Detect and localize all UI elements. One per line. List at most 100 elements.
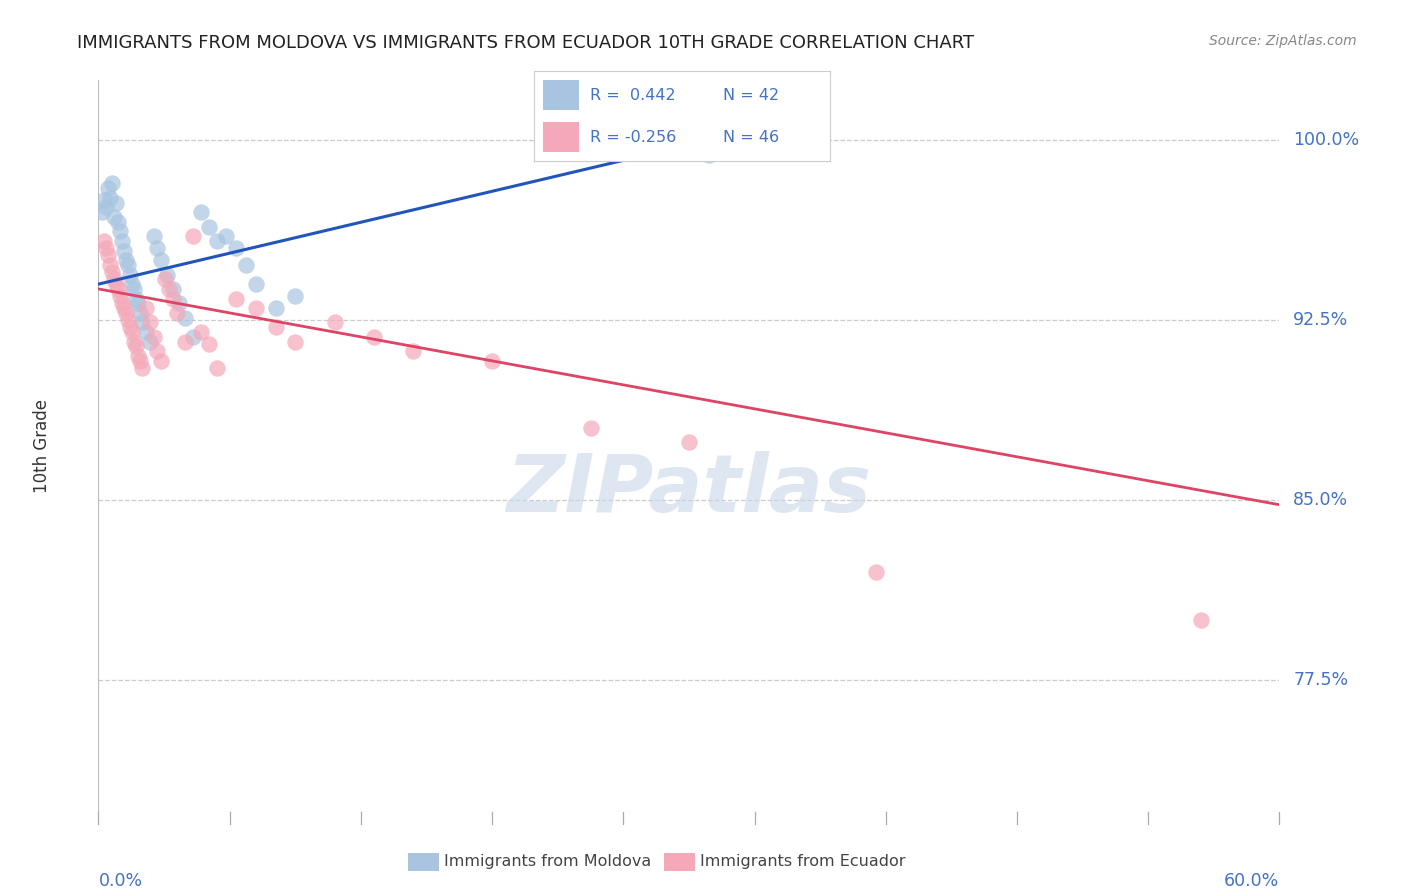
- Point: [181, 330, 204, 344]
- Point: [579, 421, 602, 435]
- Point: [117, 258, 139, 272]
- Text: 60.0%: 60.0%: [1225, 871, 1279, 889]
- Text: R = -0.256: R = -0.256: [591, 130, 676, 145]
- Point: [284, 289, 307, 303]
- Point: [190, 205, 212, 219]
- Point: [121, 325, 143, 339]
- Point: [197, 337, 219, 351]
- Point: [112, 301, 135, 315]
- Point: [215, 229, 238, 244]
- Point: [97, 248, 120, 262]
- Point: [865, 565, 887, 579]
- Point: [127, 296, 149, 310]
- Point: [131, 361, 153, 376]
- Point: [127, 349, 149, 363]
- Point: [105, 277, 128, 292]
- Point: [107, 282, 129, 296]
- Point: [128, 354, 150, 368]
- Text: IMMIGRANTS FROM MOLDOVA VS IMMIGRANTS FROM ECUADOR 10TH GRADE CORRELATION CHART: IMMIGRANTS FROM MOLDOVA VS IMMIGRANTS FR…: [77, 34, 974, 52]
- Point: [91, 205, 114, 219]
- Point: [150, 354, 173, 368]
- Point: [235, 258, 257, 272]
- Text: 77.5%: 77.5%: [1294, 671, 1348, 689]
- Point: [105, 195, 128, 210]
- Point: [638, 138, 661, 153]
- Point: [117, 313, 139, 327]
- Point: [122, 282, 145, 296]
- Point: [115, 306, 138, 320]
- Point: [155, 272, 177, 286]
- Point: [135, 325, 157, 339]
- FancyBboxPatch shape: [543, 80, 579, 110]
- Point: [225, 241, 247, 255]
- Point: [157, 282, 180, 296]
- Point: [245, 277, 267, 292]
- Point: [264, 301, 287, 315]
- Point: [156, 268, 179, 282]
- Point: [205, 361, 228, 376]
- Point: [181, 229, 204, 244]
- Point: [128, 306, 150, 320]
- Text: Immigrants from Moldova: Immigrants from Moldova: [444, 855, 651, 869]
- Point: [162, 282, 184, 296]
- Point: [402, 344, 425, 359]
- Point: [111, 234, 134, 248]
- Point: [103, 272, 125, 286]
- Point: [190, 325, 212, 339]
- Point: [166, 306, 188, 320]
- Point: [138, 316, 160, 330]
- Point: [138, 334, 160, 349]
- Point: [111, 296, 134, 310]
- Point: [167, 296, 190, 310]
- Point: [93, 193, 115, 207]
- Text: ZIPatlas: ZIPatlas: [506, 450, 872, 529]
- Point: [174, 310, 197, 325]
- Point: [1189, 613, 1212, 627]
- Text: N = 46: N = 46: [723, 130, 779, 145]
- Point: [96, 200, 118, 214]
- Point: [115, 253, 138, 268]
- Point: [97, 181, 120, 195]
- Point: [108, 289, 131, 303]
- Point: [93, 234, 115, 248]
- Text: N = 42: N = 42: [723, 88, 779, 103]
- Point: [108, 224, 131, 238]
- Point: [174, 334, 197, 349]
- Point: [101, 177, 124, 191]
- Point: [697, 147, 720, 161]
- Point: [363, 330, 385, 344]
- Point: [103, 210, 125, 224]
- Point: [205, 234, 228, 248]
- Point: [481, 354, 503, 368]
- Text: 85.0%: 85.0%: [1294, 491, 1348, 509]
- Point: [112, 244, 135, 258]
- Point: [225, 292, 247, 306]
- Text: 10th Grade: 10th Grade: [32, 399, 51, 493]
- Text: 100.0%: 100.0%: [1294, 131, 1360, 149]
- Point: [125, 292, 148, 306]
- Point: [150, 253, 173, 268]
- Point: [122, 334, 145, 349]
- Point: [101, 265, 124, 279]
- Point: [96, 241, 118, 255]
- Point: [264, 320, 287, 334]
- Point: [284, 334, 307, 349]
- Point: [121, 277, 143, 292]
- Point: [678, 435, 700, 450]
- Point: [146, 344, 169, 359]
- Point: [125, 339, 148, 353]
- Text: 0.0%: 0.0%: [98, 871, 142, 889]
- Point: [142, 330, 165, 344]
- Point: [98, 191, 121, 205]
- Text: Immigrants from Ecuador: Immigrants from Ecuador: [700, 855, 905, 869]
- Point: [107, 215, 129, 229]
- FancyBboxPatch shape: [543, 122, 579, 152]
- Point: [135, 301, 157, 315]
- Point: [131, 316, 153, 330]
- Point: [118, 320, 141, 334]
- Point: [245, 301, 267, 315]
- Point: [323, 316, 346, 330]
- Point: [146, 241, 169, 255]
- Point: [118, 268, 141, 282]
- Text: 92.5%: 92.5%: [1294, 311, 1348, 329]
